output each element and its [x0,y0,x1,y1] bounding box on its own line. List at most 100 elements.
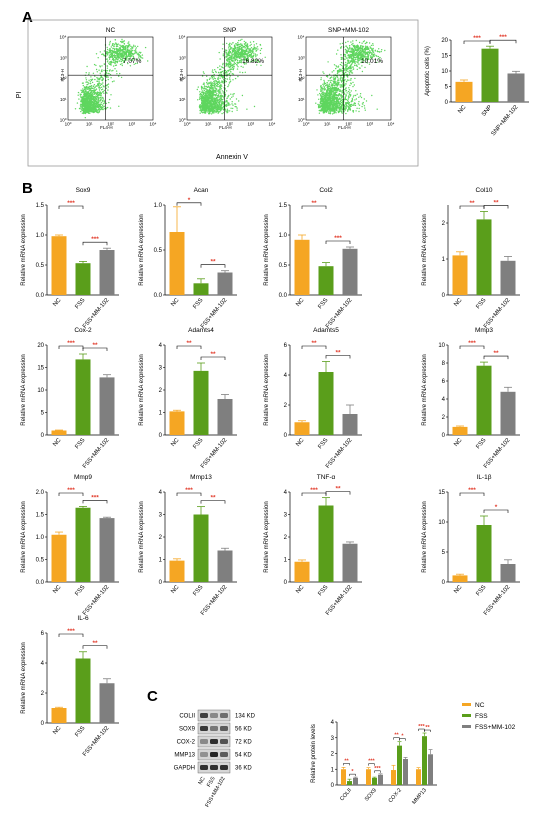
flow-dot [238,53,241,56]
flow-dot [230,62,232,64]
flow-dot [93,63,96,66]
flow-dot [354,64,356,67]
flow-dot [353,84,355,86]
flow-dot [100,101,103,104]
flow-dot [210,84,212,86]
flow-dot [85,79,88,81]
flow-dot [231,49,234,51]
flow-dot [232,57,235,59]
panel-label-a: A [22,9,33,26]
flow-dot [119,60,121,62]
flow-dot [330,81,332,84]
flow-dot [214,103,216,105]
flow-dot [341,42,344,45]
flow-dot [226,59,228,62]
flow-xtick: 10⁴ [269,122,276,127]
flow-dot [343,107,345,109]
flow-dot [205,99,207,101]
flow-dot [319,92,321,95]
flow-dot [113,80,115,82]
flow-dot [318,112,321,114]
flow-dot [317,103,319,106]
flow-dot [368,51,371,53]
flow-dot [351,104,353,107]
flow-dot [368,54,370,56]
flow-dot [329,112,331,115]
flow-dot [350,77,352,80]
flow-dot [241,94,244,97]
flow-dot [97,103,100,106]
flow-dot [237,53,239,55]
flow-dot [361,55,363,57]
flow-dot [228,104,230,106]
flow-dot [212,92,214,95]
flow-dot [103,75,106,77]
flow-dot [76,102,79,104]
flow-xtick: 10² [107,122,114,127]
flow-dot [138,57,140,59]
flow-dot [208,78,211,81]
flow-ytick: 10² [60,76,67,81]
flow-title: SNP+MM-102 [328,27,369,34]
flow-dot [129,44,131,46]
flow-dot [87,100,89,102]
flow-dot [246,108,248,110]
flow-dot [109,107,112,109]
flow-dot [234,44,236,46]
flow-dot [222,55,224,57]
flow-dot [114,56,116,58]
flow-dot [119,63,122,66]
flow-dot [238,39,240,42]
flow-dot [335,112,337,114]
flow-dot [211,82,214,84]
flow-dot [351,72,354,74]
flow-dot [99,65,101,67]
flow-dot [214,90,216,93]
flow-dot [345,71,347,74]
flow-dot [252,41,255,43]
flow-dot [129,50,132,52]
flow-dot [337,106,339,109]
flow-dot [362,46,365,48]
flow-dot [255,54,257,56]
flow-dot [317,105,320,108]
flow-dot [324,96,326,98]
flow-dot [229,56,231,58]
flow-dot [237,75,239,78]
flow-dot [95,93,97,95]
flow-dot [206,105,208,108]
flow-dot [344,83,346,85]
flow-dot [132,54,134,56]
flow-dot [236,46,238,49]
flow-dot [333,70,335,72]
flow-dot [205,98,207,100]
flow-dot [206,81,208,84]
flow-dot [353,44,355,47]
flow-dot [357,55,359,57]
flow-dot [97,108,100,111]
flow-dot [122,41,124,43]
flow-dot [120,46,123,48]
flow-dot [229,75,231,77]
flow-dot [119,44,121,46]
flow-dot [123,50,125,52]
flow-dot [208,81,210,84]
flow-dot [89,85,91,88]
flow-dot [94,107,97,110]
flow-dot [122,51,124,53]
flow-dot [89,106,91,109]
flow-dot [115,70,118,72]
flow-dot [354,61,357,63]
flow-dot [214,109,216,112]
flow-dot [351,97,353,100]
flow-dot [134,62,137,65]
flow-dot [94,78,96,81]
flow-dot [200,97,203,100]
flow-dot [123,49,125,51]
flow-dot [206,75,208,78]
flow-dot [112,65,115,67]
flow-dot [232,68,234,70]
flow-dot [80,89,82,92]
flow-dot [259,44,262,46]
